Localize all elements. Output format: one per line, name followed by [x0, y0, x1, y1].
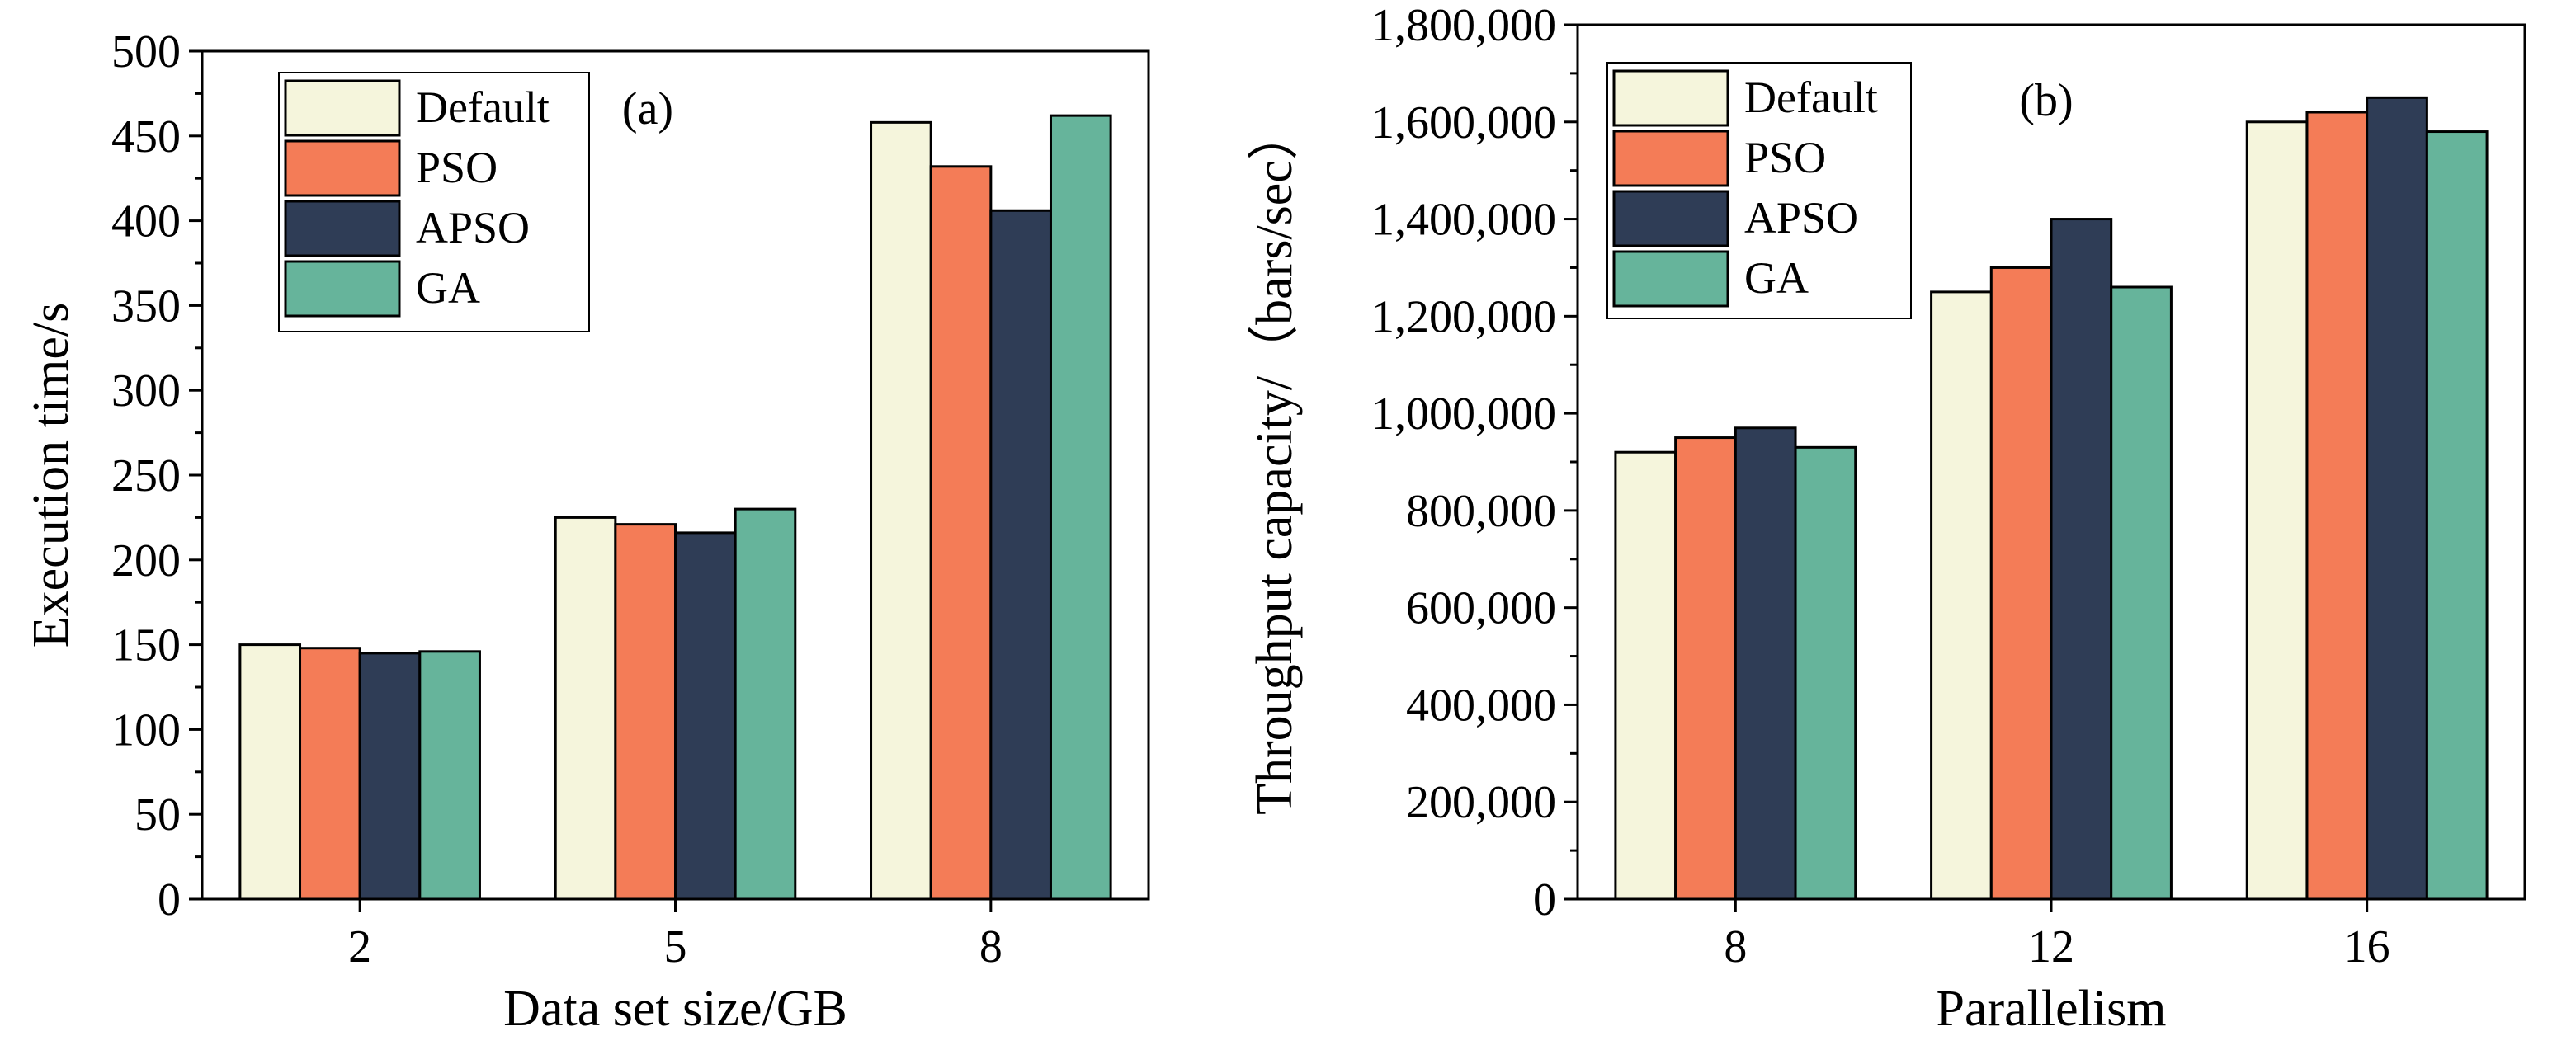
legend-swatch-ga [1612, 250, 1729, 308]
bar-ga-16 [2425, 130, 2489, 901]
y-tick-label: 1,400,000 [1371, 195, 1556, 246]
y-tick-label: 1,600,000 [1371, 97, 1556, 148]
legend-label-ga: GA [1744, 253, 1809, 303]
bar-ga-12 [2110, 285, 2173, 901]
y-tick-label: 800,000 [1406, 486, 1556, 537]
y-tick-label: 1,200,000 [1371, 291, 1556, 342]
bar-pso-2 [299, 647, 361, 901]
legend-swatch-apso [284, 200, 401, 257]
legend-label-default: Default [1744, 73, 1878, 122]
legend-label-pso: PSO [1744, 133, 1826, 182]
y-tick-label: 200 [111, 535, 181, 586]
x-tick-label: 2 [348, 921, 371, 973]
y-tick-label: 300 [111, 365, 181, 417]
y-tick-label: 400 [111, 196, 181, 247]
bar-default-2 [238, 643, 302, 901]
legend-swatch-apso [1612, 190, 1729, 247]
legend-swatch-ga [284, 260, 401, 318]
bar-ga-8 [1049, 114, 1112, 901]
y-tick-label: 0 [158, 874, 181, 925]
bar-pso-8 [929, 165, 993, 901]
bar-default-8 [870, 120, 932, 901]
x-axis-title: Data set size/GB [503, 981, 847, 1037]
x-tick-label: 12 [2028, 921, 2074, 973]
y-tick-label: 500 [111, 26, 181, 78]
bar-pso-8 [1674, 436, 1737, 901]
chart-panel-b: 0 200,000 400,000 600,000 800,000 1,000,000 1,… [1247, 0, 2526, 1037]
legend-label-ga: GA [416, 263, 480, 313]
bar-apso-5 [674, 531, 737, 901]
bar-ga-8 [1794, 445, 1857, 901]
panel-label: (b) [2019, 75, 2073, 126]
legend-swatch-pso [1612, 130, 1729, 187]
y-tick-label: 100 [111, 704, 181, 756]
legend-swatch-default [284, 79, 401, 137]
bar-default-12 [1930, 290, 1993, 901]
y-tick-label: 0 [1533, 874, 1556, 925]
bar-apso-16 [2366, 96, 2428, 901]
bar-pso-12 [1989, 266, 2053, 901]
bar-ga-2 [418, 650, 481, 901]
chart-panel-a: 0 50 100 150 200 250 300 350 400 450 500 2 5 8 Data se… [23, 26, 1150, 1037]
legend-label-apso: APSO [1744, 193, 1858, 243]
bar-ga-5 [734, 507, 797, 901]
legend-label-apso: APSO [416, 203, 530, 252]
x-tick-label: 8 [1724, 921, 1747, 973]
bar-apso-8 [989, 209, 1052, 901]
x-axis-title: Parallelism [1937, 981, 2167, 1037]
y-tick-label: 1,000,000 [1371, 389, 1556, 440]
bar-pso-5 [614, 523, 677, 901]
x-tick-label: 16 [2344, 921, 2390, 973]
y-tick-label: 250 [111, 450, 181, 502]
bar-default-8 [1614, 450, 1677, 901]
y-tick-label: 600,000 [1406, 583, 1556, 634]
legend-label-default: Default [416, 82, 550, 132]
bar-default-5 [554, 516, 617, 901]
y-tick-label: 50 [134, 789, 181, 841]
bar-apso-8 [1734, 426, 1797, 901]
y-tick-label: 1,800,000 [1371, 0, 1556, 51]
y-tick-label: 200,000 [1406, 777, 1556, 828]
bar-apso-2 [358, 652, 422, 901]
legend-swatch-pso [284, 139, 401, 197]
y-axis-title: Throughput capacity/（bars/sec） [1247, 109, 1303, 815]
bar-pso-16 [2305, 111, 2369, 901]
bar-default-16 [2245, 120, 2309, 901]
bar-apso-12 [2050, 218, 2113, 901]
legend-swatch-default [1612, 69, 1729, 127]
legend-label-pso: PSO [416, 143, 498, 192]
x-tick-label: 8 [979, 921, 1003, 973]
panel-label: (a) [622, 83, 673, 134]
x-tick-label: 5 [664, 921, 687, 973]
y-tick-label: 350 [111, 280, 181, 332]
y-tick-label: 150 [111, 620, 181, 671]
y-tick-label: 400,000 [1406, 680, 1556, 731]
y-tick-label: 450 [111, 111, 181, 162]
y-axis-title: Execution time/s [23, 303, 79, 648]
